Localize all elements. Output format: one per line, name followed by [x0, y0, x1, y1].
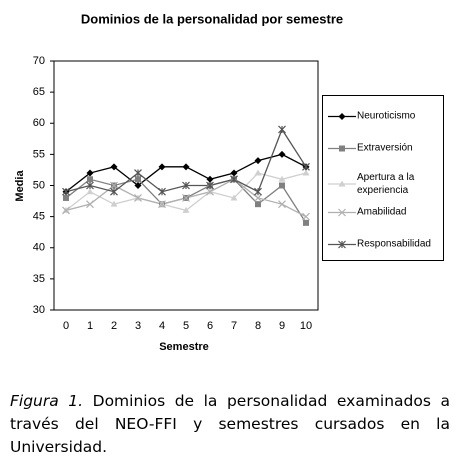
legend-symbol	[328, 208, 356, 216]
legend: Neuroticismo Extraversión Apertura a la ex…	[322, 95, 444, 261]
y-tick-label: 60	[33, 117, 45, 129]
marker	[62, 187, 70, 196]
marker	[182, 206, 190, 213]
x-tick-label: 1	[87, 320, 93, 332]
marker	[86, 169, 94, 177]
marker	[339, 145, 345, 151]
marker	[278, 125, 286, 134]
marker	[182, 163, 190, 171]
marker	[230, 175, 238, 184]
legend-symbol	[328, 112, 356, 120]
marker	[182, 194, 190, 202]
x-tick-label: 2	[111, 320, 117, 332]
marker	[338, 208, 346, 216]
y-tick-label: 65	[33, 86, 45, 98]
marker	[255, 201, 261, 208]
x-tick-label: 5	[183, 320, 189, 332]
marker	[86, 181, 94, 190]
marker	[278, 175, 286, 182]
marker	[158, 163, 166, 171]
marker	[302, 212, 310, 221]
marker	[135, 176, 141, 183]
caption-text: Dominios de la personalidad examinados a…	[10, 392, 450, 456]
y-tick-label: 35	[33, 273, 45, 285]
y-tick-label: 70	[33, 55, 45, 67]
marker	[302, 169, 310, 176]
y-tick-label: 50	[33, 179, 45, 191]
y-tick-label: 55	[33, 148, 45, 160]
marker	[278, 200, 286, 209]
legend-label: Apertura a la experiencia	[357, 172, 415, 196]
x-axis-title: Semestre	[159, 341, 209, 353]
marker	[110, 200, 118, 207]
marker	[134, 169, 142, 177]
legend-symbol	[328, 145, 356, 151]
marker	[278, 150, 286, 158]
marker	[134, 194, 142, 202]
marker	[303, 219, 309, 226]
marker	[254, 157, 262, 165]
marker	[302, 162, 310, 171]
marker	[338, 180, 346, 187]
legend-item: Extraversión	[327, 142, 439, 155]
marker	[62, 206, 70, 215]
marker	[206, 181, 214, 190]
caption: Figura 1. Dominios de la personalidad ex…	[10, 390, 450, 459]
marker	[206, 187, 214, 196]
caption-label: Figura 1.	[10, 392, 84, 410]
legend-label: Extraversión	[357, 142, 413, 154]
y-tick-label: 40	[33, 242, 45, 254]
marker	[110, 187, 118, 196]
x-tick-label: 8	[255, 320, 261, 332]
y-tick-label: 30	[33, 304, 45, 316]
legend-item: Amabilidad	[327, 206, 439, 219]
legend-label: Responsabilidad	[357, 238, 431, 250]
marker	[110, 181, 118, 190]
legend-item: Neuroticismo	[327, 110, 439, 123]
marker	[338, 112, 346, 120]
legend-label: Amabilidad	[357, 206, 407, 218]
marker	[110, 163, 118, 171]
x-tick-label: 6	[207, 320, 213, 332]
marker	[206, 175, 214, 183]
marker	[87, 176, 93, 183]
chart-title: Dominios de la personalidad por semestre	[81, 11, 343, 26]
x-tick-label: 3	[135, 320, 141, 332]
legend-symbol	[328, 240, 356, 248]
series-line	[65, 172, 307, 212]
marker	[86, 188, 94, 195]
marker	[254, 194, 262, 202]
marker	[254, 187, 262, 196]
x-tick-label: 9	[279, 320, 285, 332]
marker	[338, 240, 346, 248]
legend-symbol	[328, 180, 356, 187]
marker	[230, 169, 238, 177]
marker	[63, 194, 69, 201]
x-tick-label: 7	[231, 320, 237, 332]
y-tick-label: 45	[33, 211, 45, 223]
y-axis-title: Media	[14, 170, 26, 202]
x-tick-label: 10	[300, 320, 312, 332]
marker	[230, 194, 238, 201]
x-tick-label: 0	[63, 320, 69, 332]
chart: Dominios de la personalidad por semestre…	[14, 11, 343, 353]
marker	[158, 200, 166, 209]
x-tick-label: 4	[159, 320, 165, 332]
legend-item: Responsabilidad	[327, 238, 439, 251]
marker	[86, 200, 94, 209]
marker	[158, 187, 166, 196]
legend-label: Neuroticismo	[357, 110, 416, 122]
marker	[254, 169, 262, 176]
marker	[182, 181, 190, 190]
marker	[134, 182, 142, 189]
legend-item: Apertura a la experiencia	[327, 171, 439, 197]
marker	[279, 182, 285, 189]
